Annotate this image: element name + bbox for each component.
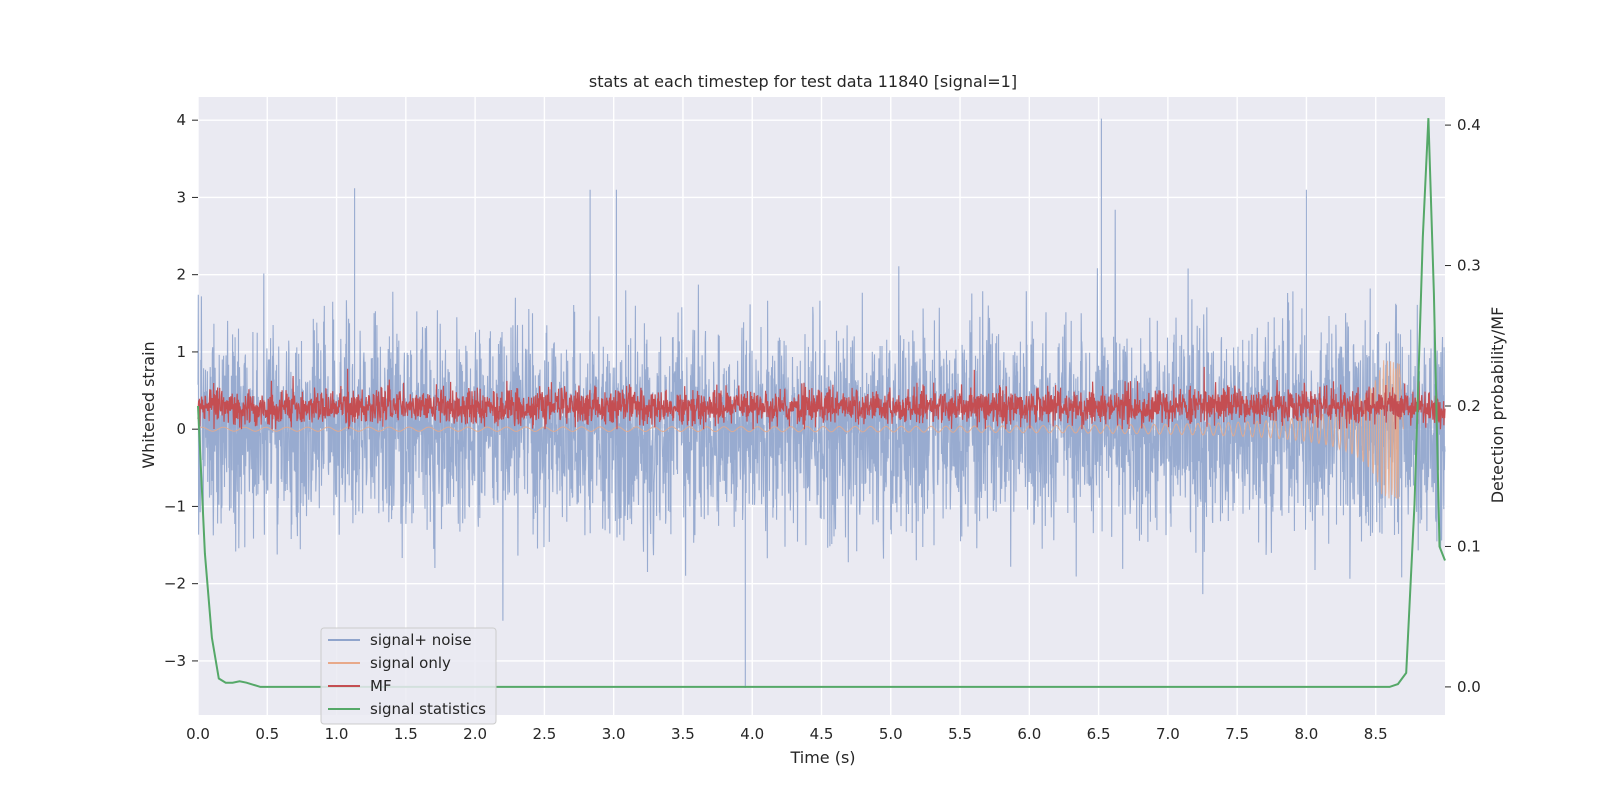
x-tick-label: 4.0	[740, 725, 764, 743]
x-tick-label: 7.0	[1156, 725, 1180, 743]
y-tick-label: −1	[164, 497, 186, 515]
x-tick-label: 1.0	[325, 725, 349, 743]
y-tick-label: −3	[164, 652, 186, 670]
x-tick-label: 7.5	[1225, 725, 1249, 743]
y2-axis-ticks: 0.0 0.1 0.2 0.3 0.4	[1445, 116, 1481, 696]
signal-statistics-line	[197, 118, 1446, 688]
y-tick-label: 0	[176, 420, 186, 438]
legend: signal+ noise signal only MF signal stat…	[320, 627, 497, 725]
x-tick-label: 0.0	[186, 725, 210, 743]
y2-tick-label: 0.3	[1457, 257, 1481, 275]
y2-tick-label: 0.0	[1457, 678, 1481, 696]
legend-label-signal-statistics: signal statistics	[370, 700, 486, 718]
y-tick-label: 1	[176, 343, 186, 361]
legend-label-signal-noise: signal+ noise	[370, 631, 472, 649]
y-tick-label: 2	[176, 266, 186, 284]
x-tick-label: 6.5	[1087, 725, 1111, 743]
x-tick-label: 5.0	[879, 725, 903, 743]
y2-axis-label: Detection probability/MF	[1488, 307, 1507, 504]
y2-tick-label: 0.4	[1457, 116, 1481, 134]
x-axis-label: Time (s)	[789, 748, 855, 767]
y-tick-label: −2	[164, 575, 186, 593]
x-tick-label: 8.5	[1364, 725, 1388, 743]
x-tick-label: 3.0	[602, 725, 626, 743]
legend-label-mf: MF	[370, 677, 392, 695]
x-axis-ticks: 0.0 0.5 1.0 1.5 2.0 2.5 3.0 3.5 4.0 4.5 5.0 5.5 6.0 6…	[186, 725, 1388, 743]
mf-line	[197, 366, 1446, 430]
y-tick-label: 4	[176, 111, 186, 129]
signal-only-line	[197, 360, 1404, 499]
y-axis-label: Whitened strain	[139, 341, 158, 468]
y-tick-label: 3	[176, 188, 186, 206]
y2-tick-label: 0.1	[1457, 537, 1481, 555]
x-tick-label: 3.5	[671, 725, 695, 743]
x-tick-label: 2.0	[463, 725, 487, 743]
x-tick-label: 8.0	[1295, 725, 1319, 743]
y2-tick-label: 0.2	[1457, 397, 1481, 415]
legend-box	[320, 627, 497, 725]
x-tick-label: 4.5	[810, 725, 834, 743]
x-tick-label: 6.0	[1017, 725, 1041, 743]
series-layer	[197, 118, 1446, 688]
chart-title: stats at each timestep for test data 118…	[589, 72, 1017, 91]
signal-noise-line	[197, 118, 1446, 688]
y-axis-ticks: −3 −2 −1 0 1 2 3 4	[164, 111, 198, 670]
legend-label-signal-only: signal only	[370, 654, 451, 672]
x-tick-label: 2.5	[532, 725, 556, 743]
x-tick-label: 0.5	[255, 725, 279, 743]
x-tick-label: 5.5	[948, 725, 972, 743]
x-tick-label: 1.5	[394, 725, 418, 743]
